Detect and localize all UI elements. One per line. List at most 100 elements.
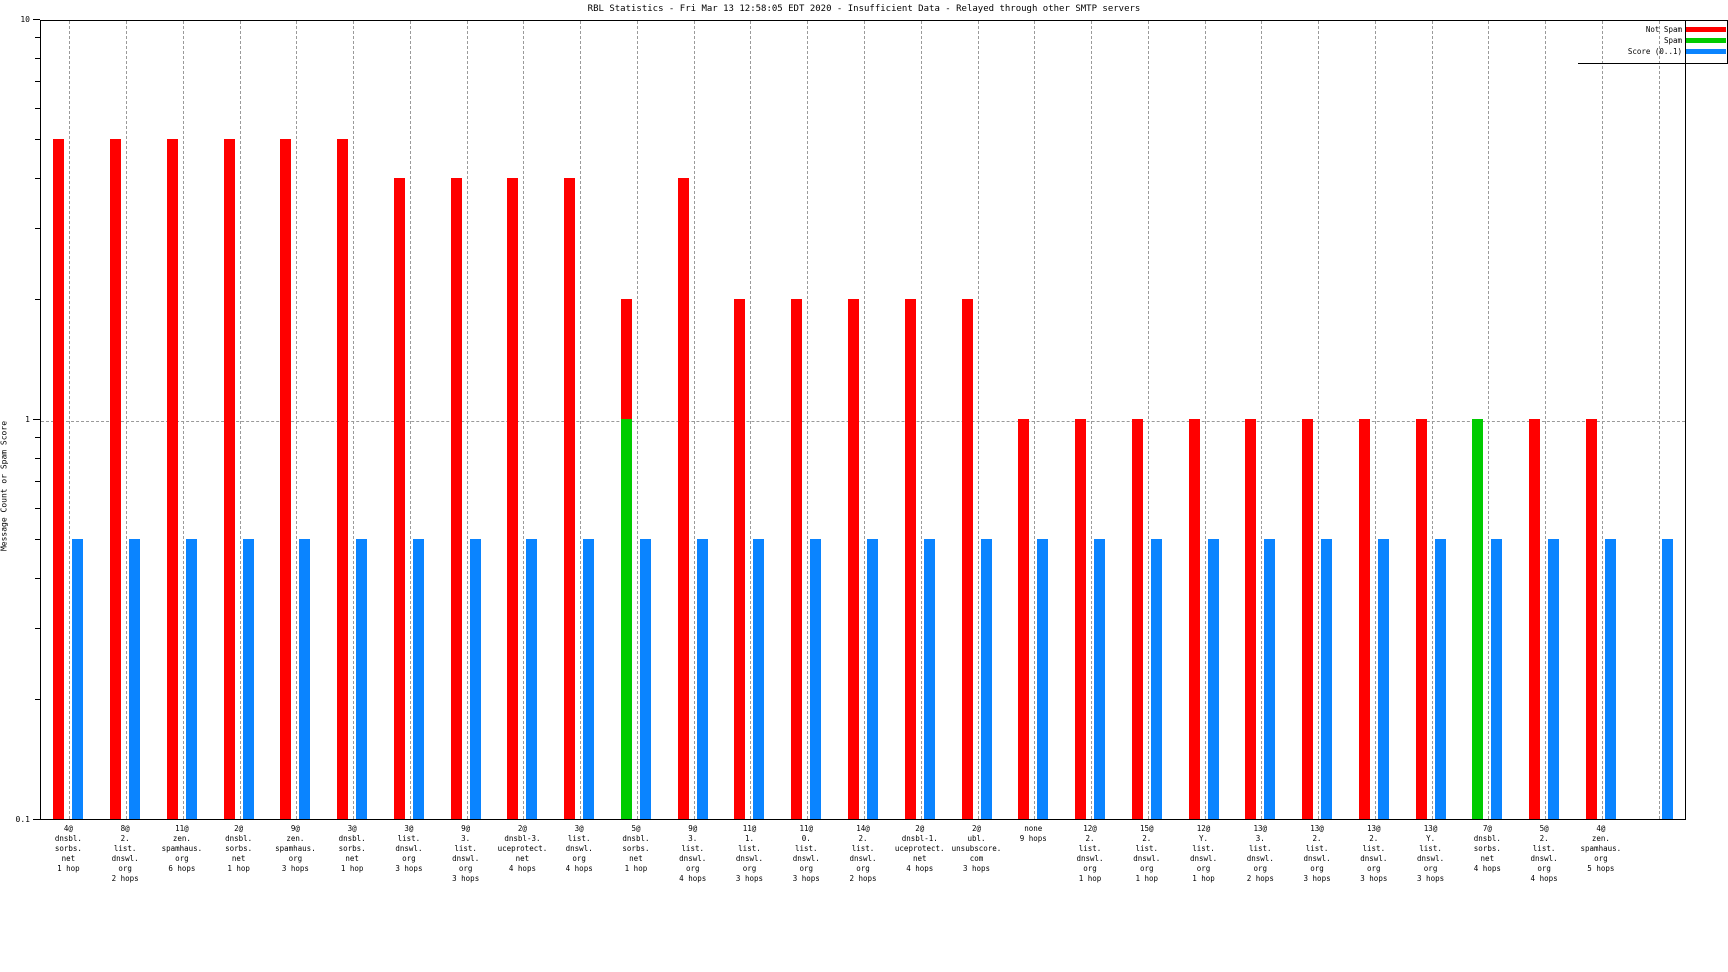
y-axis-minor-tick <box>35 107 40 109</box>
y-axis-minor-tick <box>35 80 40 82</box>
grid-line-vertical <box>1091 21 1093 819</box>
bar-not-spam <box>564 178 576 819</box>
bar-not-spam <box>904 298 916 819</box>
bar-score <box>696 539 708 819</box>
bar-score <box>1661 539 1673 819</box>
bar-score <box>526 539 538 819</box>
bar-group <box>1517 21 1574 819</box>
y-axis-minor-tick <box>35 507 40 509</box>
bar-group <box>438 21 495 819</box>
legend-label: Score (0..1) <box>1627 47 1682 56</box>
bar-group <box>779 21 836 819</box>
grid-line-vertical <box>636 21 638 819</box>
y-axis-tick <box>33 419 40 420</box>
grid-line-vertical <box>750 21 752 819</box>
grid-line-vertical <box>409 21 411 819</box>
bar-spam <box>620 419 632 819</box>
x-axis-tick-label: 5@ 2. list. dnswl. org 4 hops <box>1530 824 1558 883</box>
grid-line-vertical <box>1318 21 1320 819</box>
legend-swatch <box>1686 27 1726 32</box>
bar-not-spam <box>1245 419 1257 819</box>
x-axis-tick-label: 4@ zen. spamhaus. org 5 hops <box>1580 824 1622 873</box>
legend-item: Not Spam <box>1586 24 1726 35</box>
bar-group <box>382 21 439 819</box>
bar-not-spam <box>1075 419 1087 819</box>
grid-line-vertical <box>1545 21 1547 819</box>
bar-not-spam <box>1529 419 1541 819</box>
bar-group <box>1573 21 1630 819</box>
legend-swatch <box>1686 38 1726 43</box>
bar-score <box>923 539 935 819</box>
bar-not-spam <box>847 298 859 819</box>
bar-not-spam <box>1358 419 1370 819</box>
x-axis-tick-label: 7@ dnsbl. sorbs. net 4 hops <box>1473 824 1501 873</box>
bar-score <box>980 539 992 819</box>
grid-line-vertical <box>977 21 979 819</box>
bar-group <box>1119 21 1176 819</box>
bar-score <box>129 539 141 819</box>
bar-score <box>1604 539 1616 819</box>
bar-not-spam <box>53 139 65 819</box>
bar-score <box>753 539 765 819</box>
bar-group <box>495 21 552 819</box>
bar-not-spam <box>393 178 405 819</box>
bar-not-spam <box>1302 419 1314 819</box>
y-axis-minor-tick <box>35 139 40 141</box>
bar-series-container <box>41 21 1685 819</box>
x-axis-tick-label: 13@ 2. list. dnswl. org 3 hops <box>1303 824 1331 883</box>
x-axis-tick-label: 11@ 0. list. dnswl. org 3 hops <box>792 824 820 883</box>
bar-not-spam <box>1131 419 1143 819</box>
x-axis-tick-label: 4@ dnsbl. sorbs. net 1 hop <box>54 824 82 873</box>
grid-line-vertical <box>580 21 582 819</box>
bar-group <box>41 21 98 819</box>
bar-not-spam <box>337 139 349 819</box>
grid-line-vertical <box>182 21 184 819</box>
bar-group <box>1346 21 1403 819</box>
bar-score <box>1548 539 1560 819</box>
x-axis-tick-label: 2@ dnsbl. sorbs. net 1 hop <box>225 824 253 873</box>
bar-not-spam <box>1415 419 1427 819</box>
bar-group <box>609 21 666 819</box>
bar-group <box>268 21 325 819</box>
grid-line-vertical <box>693 21 695 819</box>
bar-not-spam <box>280 139 292 819</box>
bar-group <box>552 21 609 819</box>
grid-line-vertical <box>920 21 922 819</box>
legend-item: Score (0..1) <box>1586 46 1726 57</box>
bar-group <box>1630 21 1687 819</box>
y-axis-minor-tick <box>35 298 40 300</box>
grid-line-vertical <box>1374 21 1376 819</box>
grid-line-horizontal <box>41 421 1685 422</box>
x-axis-tick-label: 2@ dnsbl-3. uceprotect. net 4 hops <box>497 824 548 873</box>
bar-not-spam <box>961 298 973 819</box>
chart-title: RBL Statistics - Fri Mar 13 12:58:05 EDT… <box>587 4 1141 14</box>
bar-not-spam <box>450 178 462 819</box>
x-axis-tick-label: 3@ dnsbl. sorbs. net 1 hop <box>338 824 366 873</box>
y-axis-minor-tick <box>35 178 40 180</box>
bar-score <box>1037 539 1049 819</box>
bar-group <box>892 21 949 819</box>
bar-score <box>1321 539 1333 819</box>
bar-group <box>1176 21 1233 819</box>
bar-score <box>866 539 878 819</box>
y-axis-minor-tick <box>35 578 40 580</box>
bar-group <box>722 21 779 819</box>
x-axis-tick-label: none 9 hops <box>1019 824 1047 843</box>
y-axis-minor-tick <box>35 539 40 541</box>
legend-swatch <box>1686 49 1726 54</box>
bar-group <box>1403 21 1460 819</box>
bar-score <box>72 539 84 819</box>
x-axis-tick-label: 5@ dnsbl. sorbs. net 1 hop <box>622 824 650 873</box>
bar-score <box>1491 539 1503 819</box>
grid-line-vertical <box>864 21 865 819</box>
bar-group <box>1290 21 1347 819</box>
x-axis-tick-label: 8@ 2. list. dnswl. org 2 hops <box>111 824 139 883</box>
legend-label: Not Spam <box>1645 25 1682 34</box>
grid-line-vertical <box>523 21 525 819</box>
legend-item: Spam <box>1586 35 1726 46</box>
y-axis-tick-label: 1 <box>25 415 30 424</box>
bar-score <box>1377 539 1389 819</box>
y-axis-minor-tick <box>35 228 40 230</box>
grid-line-vertical <box>1488 21 1490 819</box>
y-axis-tick-label: 0.1 <box>15 815 30 824</box>
